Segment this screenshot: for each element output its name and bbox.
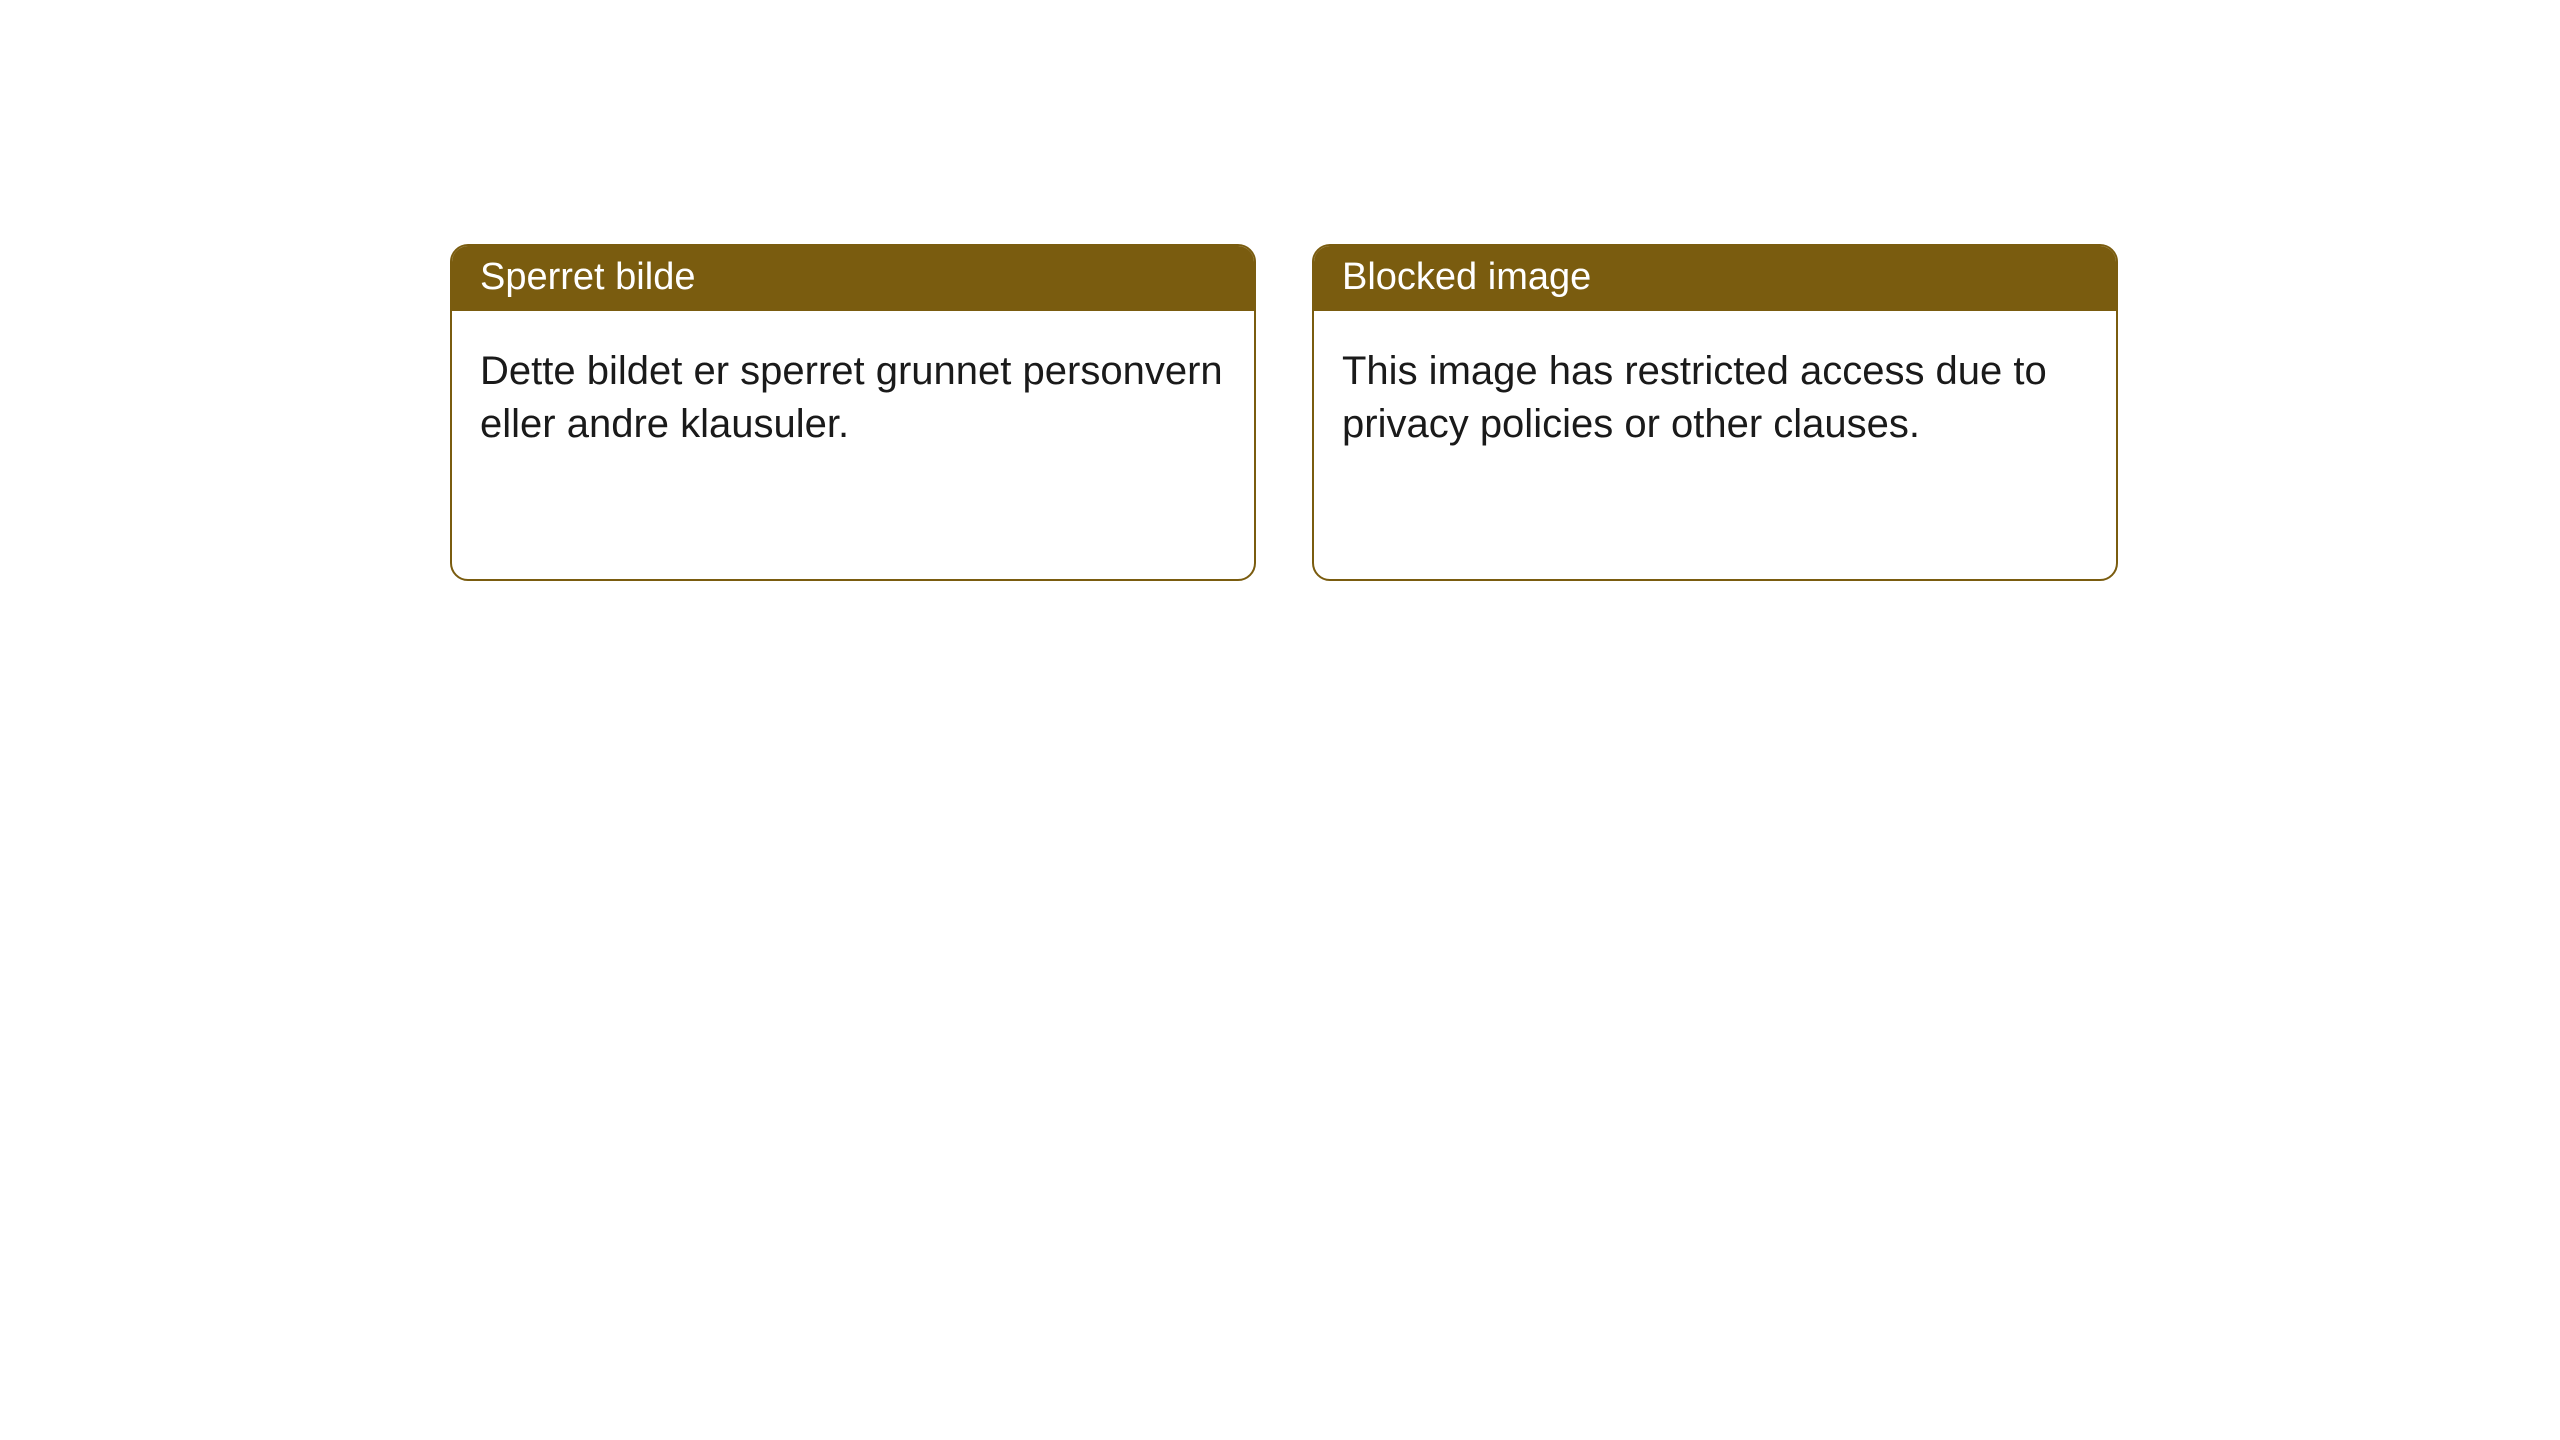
card-body-text: This image has restricted access due to … bbox=[1342, 349, 2047, 446]
card-title: Blocked image bbox=[1342, 256, 1591, 298]
blocked-image-card-english: Blocked image This image has restricted … bbox=[1312, 244, 2118, 581]
card-title: Sperret bilde bbox=[480, 256, 695, 298]
card-body-text: Dette bildet er sperret grunnet personve… bbox=[480, 349, 1223, 446]
card-header-english: Blocked image bbox=[1314, 246, 2116, 311]
card-body-english: This image has restricted access due to … bbox=[1314, 311, 2116, 485]
card-header-norwegian: Sperret bilde bbox=[452, 246, 1254, 311]
card-body-norwegian: Dette bildet er sperret grunnet personve… bbox=[452, 311, 1254, 485]
notice-container: Sperret bilde Dette bildet er sperret gr… bbox=[450, 244, 2118, 581]
blocked-image-card-norwegian: Sperret bilde Dette bildet er sperret gr… bbox=[450, 244, 1256, 581]
